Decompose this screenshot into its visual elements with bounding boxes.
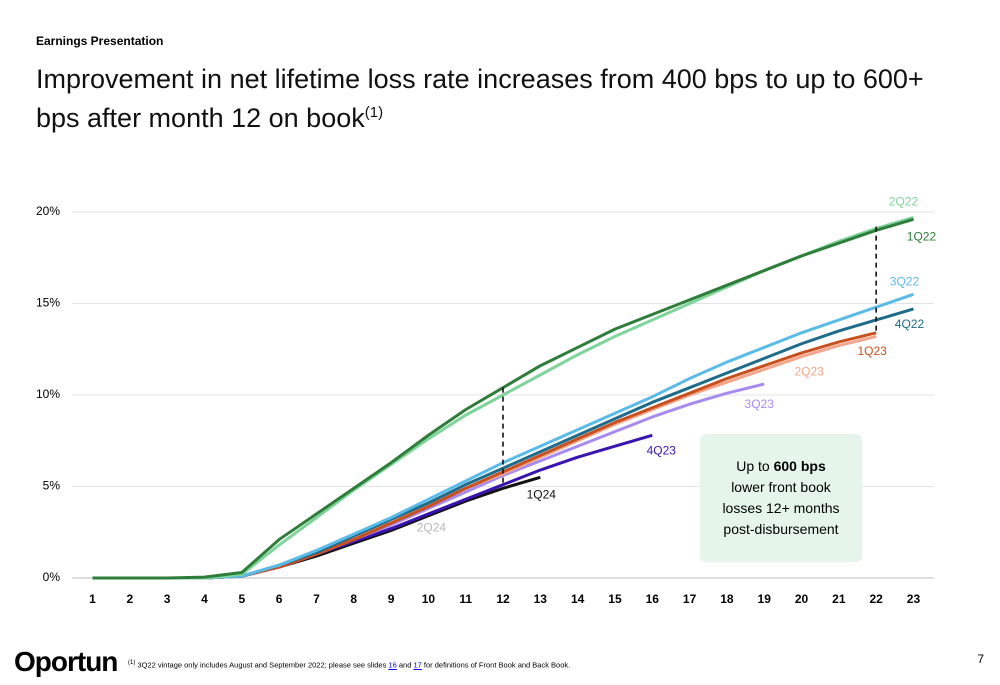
- series-label: 4Q22: [895, 317, 925, 331]
- x-tick-label: 15: [608, 592, 622, 606]
- fn-link[interactable]: 16: [388, 660, 397, 670]
- x-tick-label: 5: [238, 592, 245, 606]
- logo: Oportun: [14, 646, 118, 677]
- y-tick-label: 5%: [43, 479, 61, 493]
- x-tick-label: 22: [869, 592, 883, 606]
- fn-text: for definitions of Front Book and Back B…: [421, 660, 571, 670]
- fn-marker: (1): [128, 660, 136, 666]
- series-label: 1Q23: [857, 344, 887, 358]
- title-sup: (1): [364, 104, 384, 121]
- series-label: 1Q24: [527, 488, 557, 502]
- x-tick-label: 3: [164, 592, 171, 606]
- x-tick-label: 14: [571, 592, 585, 606]
- x-tick-label: 16: [646, 592, 660, 606]
- x-tick-label: 18: [720, 592, 734, 606]
- x-tick-label: 21: [832, 592, 846, 606]
- series-line: [92, 507, 429, 580]
- fn-text: 3Q22 vintage only includes August and Se…: [135, 660, 389, 670]
- y-tick-label: 15%: [36, 296, 60, 310]
- series-label: 2Q23: [794, 365, 824, 379]
- x-tick-label: 10: [422, 592, 436, 606]
- fn-link[interactable]: 17: [413, 660, 422, 670]
- series-line: [92, 433, 653, 580]
- fn-text: and: [396, 660, 414, 670]
- annotation: Up to 600 bps lower front book losses 12+ …: [700, 434, 862, 562]
- x-tick-label: 1: [89, 592, 96, 606]
- ann-line: lower front book: [731, 479, 831, 495]
- series-label: 3Q22: [890, 275, 920, 289]
- ann-line: post-disbursement: [723, 521, 839, 537]
- x-tick-label: 9: [388, 592, 395, 606]
- series-label: 2Q24: [417, 521, 447, 535]
- series-label: 3Q23: [745, 397, 775, 411]
- ann-prefix: Up to: [736, 458, 774, 474]
- ann-line: losses 12+ months: [722, 500, 840, 516]
- x-tick-label: 17: [683, 592, 697, 606]
- x-tick-label: 7: [313, 592, 320, 606]
- x-tick-label: 23: [907, 592, 921, 606]
- x-tick-label: 20: [795, 592, 809, 606]
- page-number: 7: [977, 652, 984, 666]
- series-label: 1Q22: [907, 229, 937, 243]
- title-text: Improvement in net lifetime loss rate in…: [36, 64, 924, 133]
- eyebrow: Earnings Presentation: [36, 34, 164, 48]
- y-tick-label: 10%: [36, 387, 60, 401]
- x-tick-label: 6: [276, 592, 283, 606]
- x-tick-label: 4: [201, 592, 208, 606]
- title: Improvement in net lifetime loss rate in…: [36, 62, 936, 135]
- series-label: 2Q22: [889, 195, 919, 209]
- series-line: [92, 382, 765, 580]
- series-label: 4Q23: [647, 443, 677, 457]
- x-tick-label: 12: [496, 592, 510, 606]
- x-tick-label: 19: [758, 592, 772, 606]
- y-tick-label: 0%: [43, 570, 61, 584]
- x-tick-label: 2: [126, 592, 133, 606]
- x-tick-label: 11: [459, 592, 472, 606]
- x-tick-label: 13: [534, 592, 548, 606]
- series-line: [92, 475, 541, 580]
- footnote: (1) 3Q22 vintage only includes August an…: [128, 660, 570, 670]
- y-tick-label: 20%: [36, 204, 60, 218]
- x-tick-label: 8: [350, 592, 357, 606]
- ann-bold: 600 bps: [773, 458, 826, 474]
